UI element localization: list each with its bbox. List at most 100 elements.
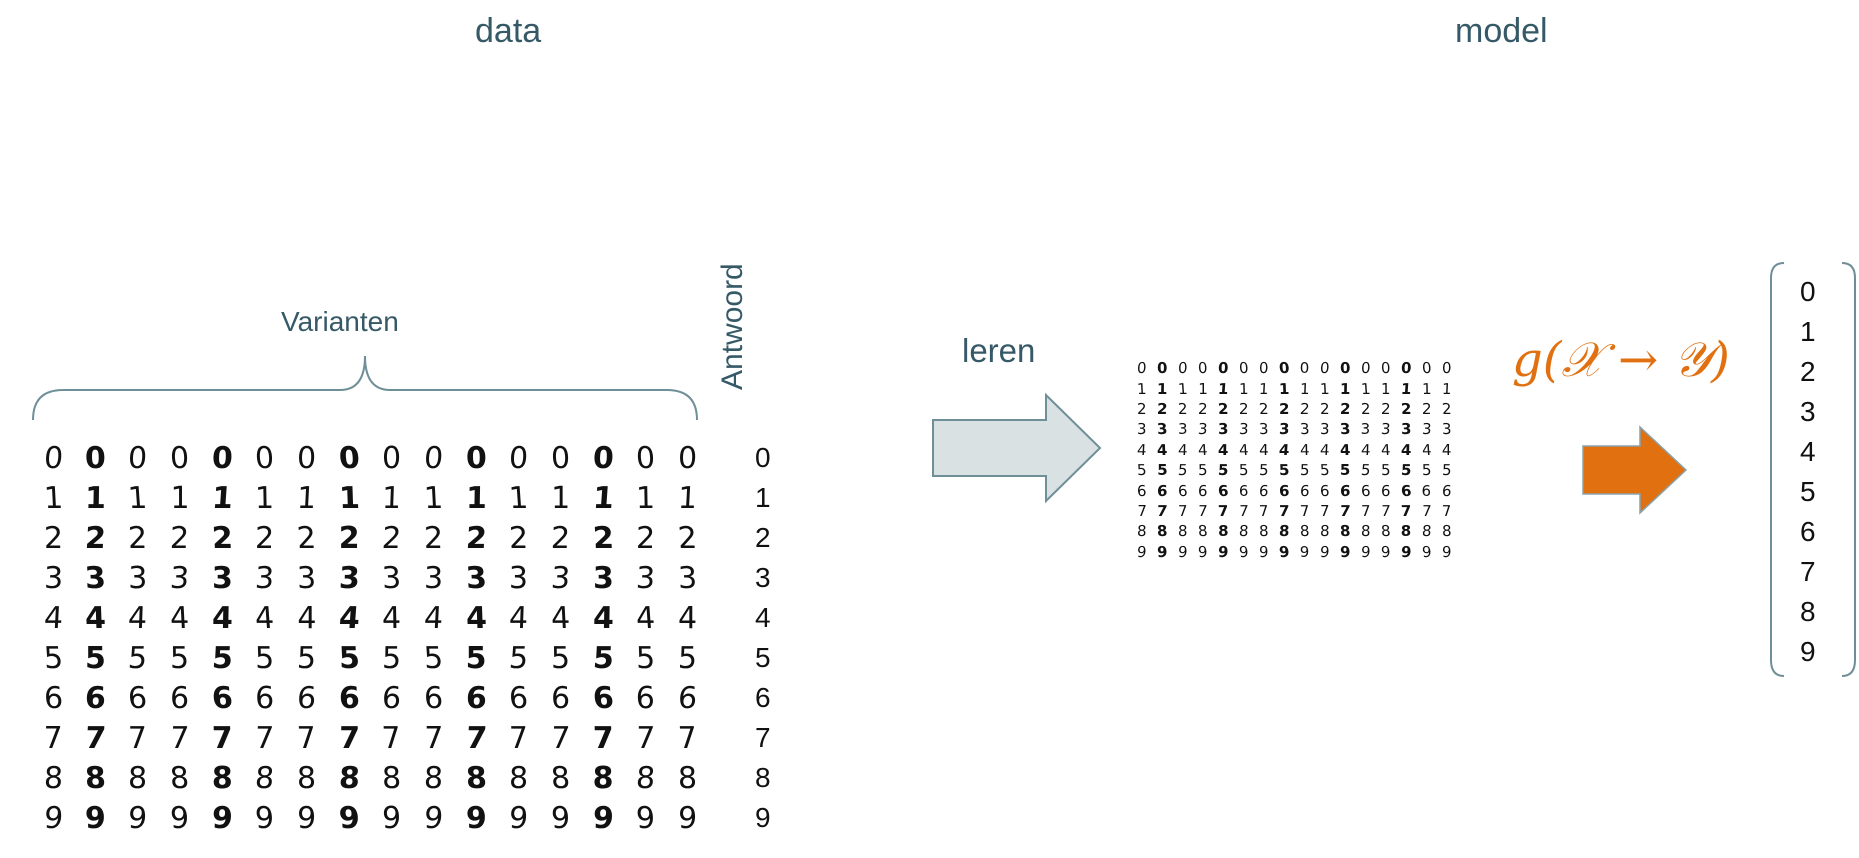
learn-arrow-icon bbox=[930, 392, 1105, 504]
model-digit: 7 bbox=[1400, 502, 1411, 520]
variant-digit: 7 bbox=[211, 721, 233, 756]
output-digit: 5 bbox=[1800, 476, 1816, 508]
variant-digit: 7 bbox=[84, 721, 107, 756]
variant-digit: 5 bbox=[635, 641, 655, 676]
variant-digit: 6 bbox=[338, 681, 359, 716]
variant-digit: 4 bbox=[678, 601, 697, 636]
model-digit: 7 bbox=[1320, 502, 1330, 520]
variant-digit: 6 bbox=[84, 681, 106, 716]
variant-digit: 6 bbox=[255, 681, 274, 716]
variant-digit: 1 bbox=[551, 481, 570, 516]
variants-brace bbox=[30, 352, 700, 424]
model-digit: 3 bbox=[1442, 420, 1452, 438]
variant-digit: 8 bbox=[128, 761, 148, 796]
variant-digit: 4 bbox=[592, 601, 613, 636]
model-digit: 8 bbox=[1218, 522, 1228, 540]
model-digit: 2 bbox=[1198, 400, 1208, 418]
model-digit: 4 bbox=[1401, 441, 1412, 459]
answer-digit: 0 bbox=[755, 442, 771, 474]
answer-digit: 2 bbox=[755, 522, 771, 554]
model-digit: 6 bbox=[1279, 482, 1290, 500]
model-digit: 2 bbox=[1441, 400, 1452, 418]
model-digit: 9 bbox=[1400, 543, 1411, 561]
model-digit: 8 bbox=[1238, 522, 1249, 540]
learn-label: leren bbox=[962, 332, 1035, 370]
model-digit: 6 bbox=[1299, 482, 1309, 500]
variant-digit: 2 bbox=[43, 521, 63, 556]
variant-digit: 8 bbox=[212, 761, 233, 796]
variant-digit: 9 bbox=[85, 801, 106, 836]
variant-digit: 9 bbox=[170, 801, 190, 836]
variant-digit: 5 bbox=[551, 641, 571, 676]
model-digit: 7 bbox=[1299, 502, 1310, 520]
model-digit: 4 bbox=[1340, 441, 1351, 459]
model-digit: 9 bbox=[1360, 543, 1370, 561]
variant-digit: 4 bbox=[254, 601, 276, 636]
model-digit: 0 bbox=[1259, 359, 1269, 377]
variant-digit: 0 bbox=[678, 441, 698, 476]
output-column: 0 1 2 3 4 5 6 7 8 9 bbox=[1800, 272, 1816, 672]
model-digit: 1 bbox=[1259, 380, 1269, 398]
variant-digit: 9 bbox=[254, 801, 275, 836]
model-digit: 4 bbox=[1157, 441, 1168, 459]
variant-digit: 7 bbox=[509, 721, 529, 756]
variant-digit: 4 bbox=[465, 601, 487, 636]
variant-digit: 0 bbox=[170, 441, 190, 476]
model-digit: 9 bbox=[1137, 543, 1148, 561]
variant-digit: 3 bbox=[254, 561, 275, 596]
model-digit: 2 bbox=[1400, 400, 1411, 418]
model-digit: 1 bbox=[1299, 380, 1309, 398]
variant-digit: 2 bbox=[211, 521, 234, 556]
variant-digit: 4 bbox=[508, 601, 528, 636]
variant-digit: 6 bbox=[211, 681, 234, 716]
answer-label: Antwoord bbox=[716, 263, 750, 390]
model-digit: 0 bbox=[1360, 359, 1370, 377]
model-digit: 4 bbox=[1198, 441, 1208, 459]
model-digit: 4 bbox=[1320, 441, 1330, 459]
model-digit: 7 bbox=[1178, 502, 1188, 520]
model-digit: 0 bbox=[1442, 359, 1452, 377]
variant-digit: 9 bbox=[127, 801, 148, 836]
variant-digit: 8 bbox=[509, 761, 529, 796]
variant-digit: 6 bbox=[381, 681, 402, 716]
variant-digit: 1 bbox=[338, 481, 360, 516]
model-digit: 7 bbox=[1198, 502, 1208, 520]
model-digit: 3 bbox=[1320, 420, 1330, 438]
model-digit: 8 bbox=[1299, 522, 1309, 540]
variant-digit: 8 bbox=[43, 761, 63, 796]
model-digit: 1 bbox=[1400, 380, 1412, 398]
variant-digit: 3 bbox=[128, 561, 147, 596]
output-digit: 1 bbox=[1800, 316, 1816, 348]
variant-digit: 4 bbox=[84, 601, 106, 636]
variant-digit: 1 bbox=[423, 481, 444, 516]
variant-digit: 7 bbox=[338, 721, 359, 756]
model-digit: 3 bbox=[1361, 420, 1371, 438]
model-digit: 3 bbox=[1299, 420, 1309, 438]
answer-column: 0123456789 bbox=[755, 438, 771, 838]
model-digit: 5 bbox=[1442, 461, 1452, 479]
model-digit: 3 bbox=[1279, 420, 1290, 438]
model-digit: 8 bbox=[1421, 522, 1432, 540]
variant-digit: 5 bbox=[42, 641, 64, 676]
variant-digit: 3 bbox=[84, 561, 107, 596]
variant-digit: 4 bbox=[43, 601, 64, 636]
model-digit: 0 bbox=[1421, 359, 1431, 377]
answer-digit: 8 bbox=[755, 762, 771, 794]
model-digit: 7 bbox=[1137, 502, 1147, 520]
output-digit: 8 bbox=[1800, 596, 1816, 628]
model-digit: 5 bbox=[1198, 461, 1208, 479]
answer-digit: 9 bbox=[755, 802, 771, 834]
model-digit: 1 bbox=[1137, 380, 1147, 398]
model-digit: 0 bbox=[1381, 359, 1391, 377]
model-digit: 5 bbox=[1421, 461, 1431, 479]
model-digit: 6 bbox=[1217, 482, 1229, 500]
variant-digit: 0 bbox=[423, 441, 445, 476]
model-digit: 4 bbox=[1137, 441, 1147, 459]
variant-digit: 4 bbox=[635, 601, 657, 636]
variant-digit: 9 bbox=[551, 801, 571, 836]
variant-digit: 1 bbox=[296, 481, 317, 516]
model-digit: 6 bbox=[1239, 482, 1249, 500]
variant-digit: 1 bbox=[255, 481, 275, 516]
variant-digit: 1 bbox=[465, 481, 486, 516]
